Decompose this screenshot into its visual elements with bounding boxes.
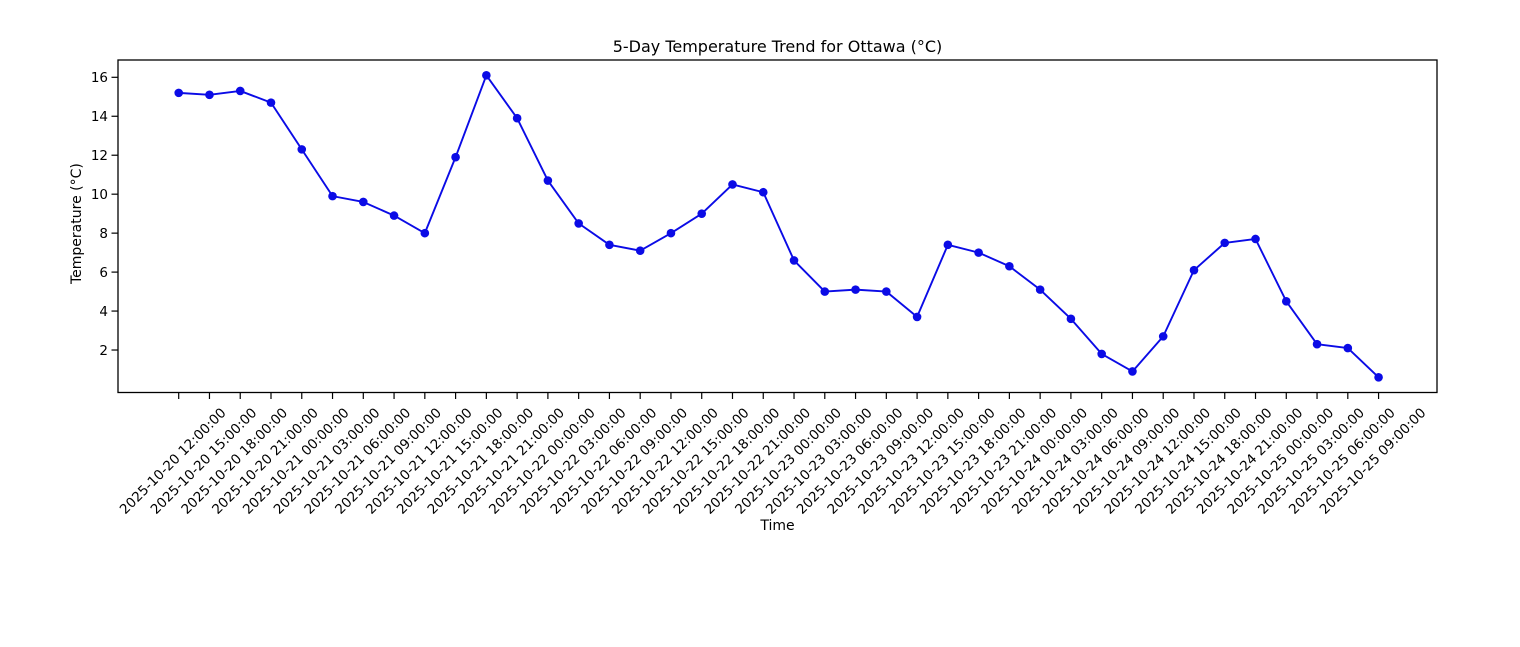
temperature-line xyxy=(178,74,1380,378)
y-tick-label: 2 xyxy=(99,343,108,359)
y-tick-label: 12 xyxy=(91,148,108,164)
temperature-point xyxy=(943,240,953,250)
temperature-point xyxy=(635,246,645,255)
temperature-point xyxy=(1220,238,1230,248)
temperature-point xyxy=(420,228,430,238)
temperature-point xyxy=(1035,285,1045,294)
temperature-point xyxy=(882,287,891,296)
temperature-point xyxy=(912,312,922,322)
temperature-point xyxy=(789,256,799,265)
temperature-point xyxy=(297,145,307,154)
temperature-point xyxy=(1158,332,1168,341)
y-tick-label: 4 xyxy=(99,304,108,320)
temperature-point xyxy=(758,187,768,197)
y-tick-label: 16 xyxy=(91,70,108,86)
temperature-point xyxy=(1251,234,1260,244)
temperature-point xyxy=(728,180,737,189)
temperature-point xyxy=(1374,372,1383,382)
temperature-point xyxy=(235,86,245,96)
temperature-point xyxy=(174,88,183,98)
temperature-point xyxy=(1343,343,1353,353)
temperature-point xyxy=(1281,297,1291,306)
temperature-point xyxy=(605,240,614,250)
plot-frame xyxy=(117,59,1438,394)
y-tick-label: 10 xyxy=(91,187,108,203)
temperature-point xyxy=(1097,349,1106,359)
y-tick-label: 6 xyxy=(99,265,108,281)
temperature-point xyxy=(266,98,276,107)
x-axis-label: Time xyxy=(760,518,795,534)
temperature-point xyxy=(358,197,368,207)
y-tick-label: 14 xyxy=(91,109,108,125)
temperature-point xyxy=(697,209,707,218)
temperature-point xyxy=(543,176,553,185)
chart-title: 5-Day Temperature Trend for Ottawa (°C) xyxy=(612,37,943,56)
temperature-point xyxy=(482,71,491,80)
temperature-point xyxy=(512,113,522,123)
temperature-point xyxy=(1066,314,1076,324)
temperature-point xyxy=(451,152,460,162)
y-tick-label: 8 xyxy=(99,226,108,242)
temperature-point xyxy=(851,285,860,294)
temperature-point xyxy=(1312,339,1322,349)
temperature-point xyxy=(574,219,583,228)
temperature-point xyxy=(820,287,830,296)
temperature-point xyxy=(1189,265,1199,275)
temperature-point xyxy=(389,211,399,220)
temperature-point xyxy=(1128,367,1137,376)
temperature-point xyxy=(1005,261,1014,271)
temperature-point xyxy=(974,248,983,257)
temperature-point xyxy=(666,228,676,238)
temperature-point xyxy=(205,90,214,100)
temperature-point xyxy=(328,191,337,201)
